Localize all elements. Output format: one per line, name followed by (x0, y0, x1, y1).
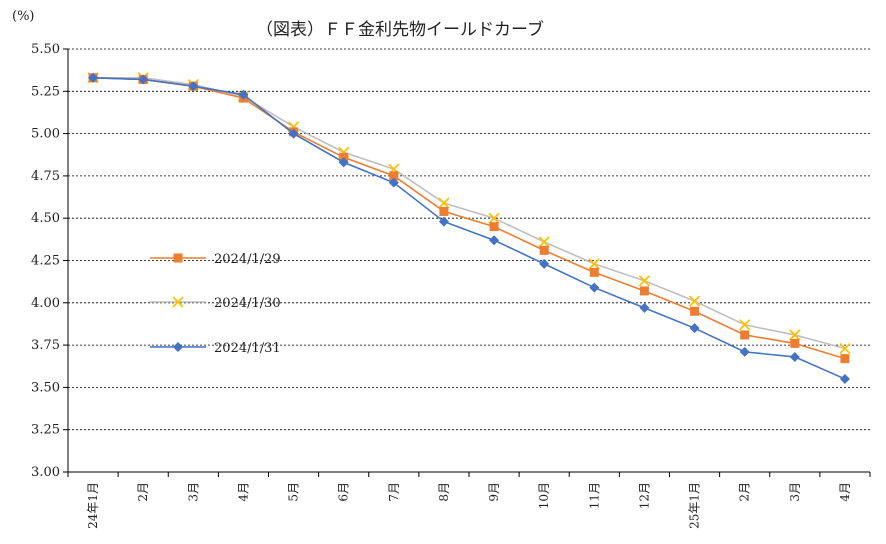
x-tick-label: 6月 (337, 482, 351, 502)
data-point (790, 338, 800, 348)
x-tick-label: 3月 (186, 482, 200, 502)
y-tick-label: 3.50 (31, 380, 60, 395)
data-point (288, 128, 299, 139)
legend-entry: 2024/1/31 (150, 341, 281, 356)
data-point (638, 275, 651, 287)
x-tick-label: 2月 (738, 482, 752, 502)
y-tick-label: 4.50 (31, 211, 60, 226)
x-tick-labels: 24年1月 2月 3月 4月 5月 6月 7月 8月 9月 10月 11月 12月 25年1月 2月 3月 4… (86, 482, 852, 529)
series-line (93, 76, 846, 360)
legend-marker (173, 342, 183, 352)
data-point (439, 206, 449, 216)
x-tick-label: 11月 (587, 482, 601, 509)
x-tick-label: 24年1月 (86, 482, 100, 529)
data-point (739, 346, 750, 357)
data-point (338, 157, 349, 168)
y-tick-label: 4.00 (31, 296, 60, 311)
data-point (840, 354, 850, 364)
legend-entry: 2024/1/30 (150, 296, 281, 311)
x-tick-label: 10月 (537, 482, 551, 509)
y-tick-label: 4.75 (31, 169, 60, 184)
legend-marker (173, 253, 183, 263)
data-point (339, 152, 349, 162)
data-point (488, 212, 500, 224)
data-point (489, 235, 500, 246)
series-2024/1/31 (88, 72, 850, 384)
series-lines (87, 72, 851, 384)
x-tick-label: 9月 (487, 482, 501, 502)
data-point (588, 258, 600, 270)
y-axis-unit: (%) (12, 9, 35, 24)
x-tick-label: 25年1月 (688, 482, 702, 529)
x-tick-label: 2月 (136, 482, 150, 502)
data-point (539, 245, 549, 255)
data-point (639, 286, 649, 296)
data-point (689, 323, 700, 334)
chart-title: （図表）ＦＦ金利先物イールドカーブ (256, 19, 544, 40)
series-line (93, 76, 846, 350)
data-point (789, 329, 801, 341)
x-tick-label: 12月 (637, 482, 651, 509)
data-point (438, 216, 449, 227)
y-tick-label: 3.25 (31, 423, 60, 438)
data-point (489, 222, 499, 232)
data-point (589, 282, 600, 293)
data-point (789, 351, 800, 362)
x-tick-label: 3月 (788, 482, 802, 502)
y-tick-label: 3.75 (31, 338, 60, 353)
data-point (88, 72, 99, 83)
y-tick-label: 5.50 (31, 42, 60, 57)
y-tick-labels: 5.50 5.25 5.00 4.75 4.50 4.25 4.00 3.75 3.50 3.25… (31, 42, 60, 480)
data-point (690, 306, 700, 316)
y-tick-label: 5.25 (31, 84, 60, 99)
legend-label: 2024/1/29 (214, 252, 281, 267)
data-point (839, 373, 850, 384)
legend-label: 2024/1/30 (214, 296, 281, 311)
legend-marker (172, 296, 184, 308)
y-tick-label: 4.25 (31, 254, 60, 269)
x-tick-label: 7月 (387, 482, 401, 502)
data-point (388, 177, 399, 188)
legend-label: 2024/1/31 (214, 341, 281, 356)
data-point (438, 197, 450, 209)
data-point (389, 171, 399, 181)
data-point (539, 258, 550, 269)
x-tick-label: 5月 (287, 482, 301, 502)
data-point (639, 302, 650, 313)
series-2024/1/30 (87, 72, 851, 355)
data-point (238, 89, 249, 100)
axes (63, 48, 871, 477)
legend: 2024/1/29 2024/1/30 2024/1/31 (150, 252, 281, 356)
series-line (93, 76, 846, 380)
y-tick-label: 5.00 (31, 127, 60, 142)
data-point (188, 81, 199, 92)
x-tick-label: 4月 (236, 482, 250, 502)
grid-lines (68, 48, 870, 431)
data-point (589, 267, 599, 277)
data-point (688, 295, 701, 307)
y-tick-label: 3.00 (31, 465, 60, 480)
data-point (739, 319, 751, 331)
data-point (538, 236, 550, 248)
data-point (740, 330, 750, 340)
legend-entry: 2024/1/29 (150, 252, 281, 267)
data-point (138, 74, 149, 85)
x-tick-label: 8月 (437, 482, 451, 502)
x-tick-label: 4月 (838, 482, 852, 502)
data-point (839, 342, 851, 355)
